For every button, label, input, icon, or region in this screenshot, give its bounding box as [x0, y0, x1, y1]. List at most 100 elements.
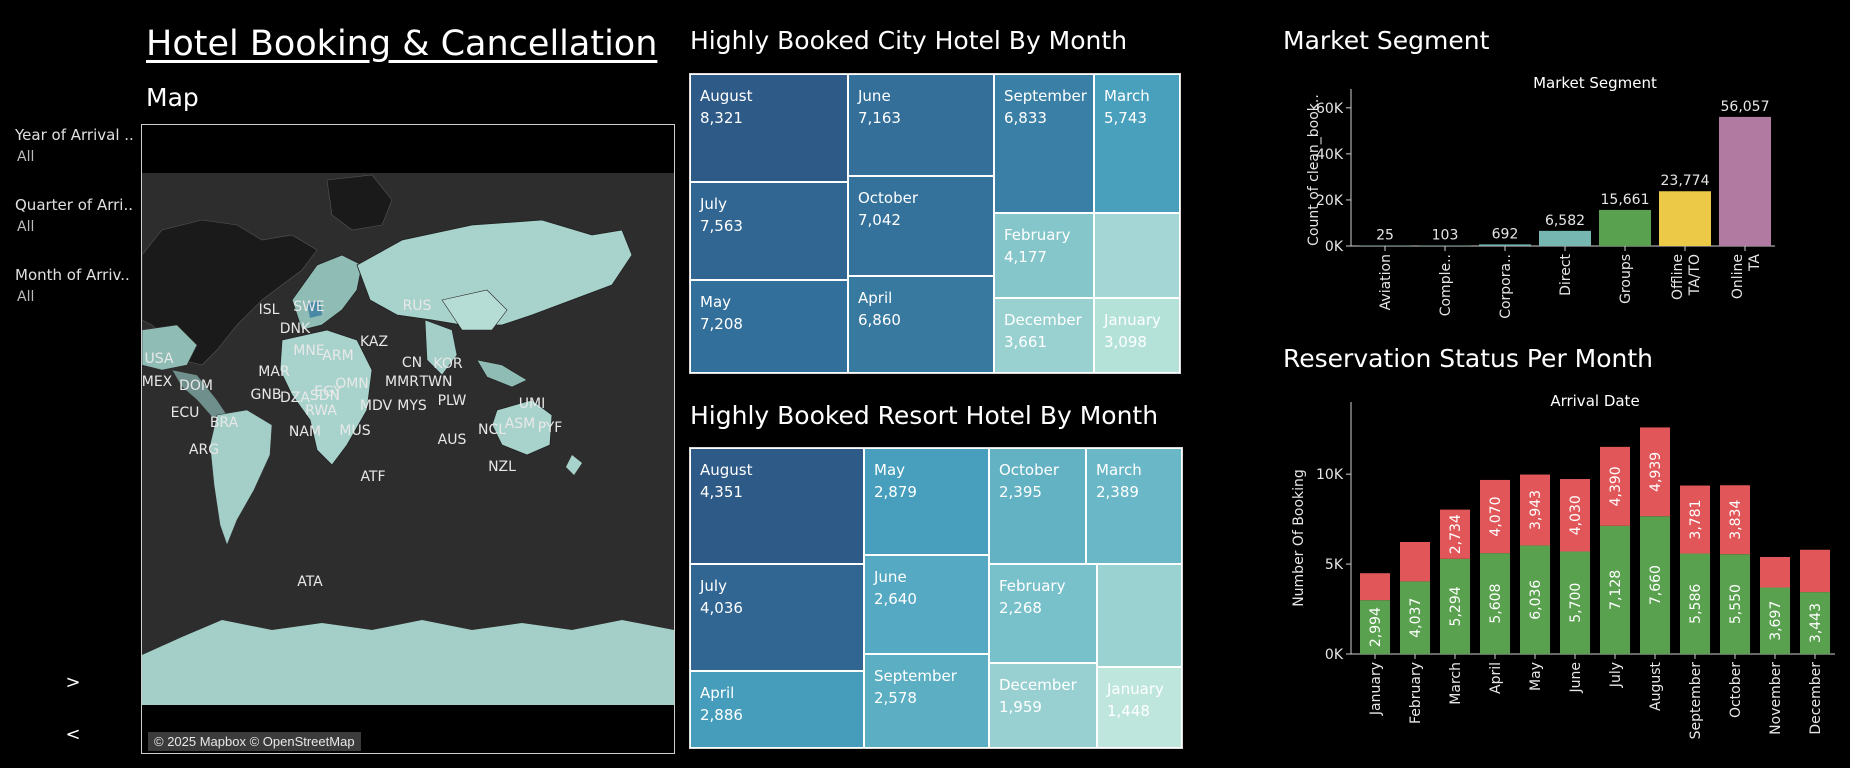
tile-value: 4,036: [700, 599, 743, 617]
treemap-tile-unlabeled[interactable]: [1097, 564, 1182, 667]
map-label-asm: ASM: [505, 416, 536, 432]
treemap-tile-june[interactable]: June 7,163: [848, 74, 994, 176]
tile-month: April: [858, 289, 893, 307]
tile-month: January: [1107, 680, 1164, 698]
treemap-tile-june[interactable]: June 2,640: [864, 555, 989, 654]
filter-month-value[interactable]: All: [17, 289, 35, 305]
reservation-bar-green-5[interactable]: [1560, 551, 1590, 654]
prev-page-button[interactable]: <: [65, 724, 81, 745]
map-label-pyf: PYF: [538, 420, 563, 436]
tile-value: 4,177: [1004, 248, 1047, 266]
market-bar-value-label: 25: [1376, 228, 1394, 244]
market-y-tick-label: 0K: [1325, 239, 1344, 255]
market-bar-0[interactable]: [1359, 245, 1411, 247]
tile-month: September: [1004, 87, 1087, 105]
treemap-tile-july[interactable]: July 4,036: [690, 564, 864, 671]
city-hotel-treemap[interactable]: August 8,321 June 7,163 September 6,833 March 5…: [689, 73, 1181, 374]
tile-month: September: [874, 667, 957, 685]
treemap-tile-september[interactable]: September 6,833: [994, 74, 1094, 213]
map-label-mys: MYS: [397, 398, 427, 414]
reservation-bar-value-label: 3,697: [1768, 601, 1784, 641]
treemap-tile-december[interactable]: December 3,661: [994, 298, 1094, 373]
australia-shape: [491, 399, 553, 456]
treemap-tile-august[interactable]: August 4,351: [690, 448, 864, 564]
reservation-bar-green-9[interactable]: [1720, 554, 1750, 654]
treemap-tile-august[interactable]: August 8,321: [690, 74, 848, 182]
reservation-bar-red-11[interactable]: [1800, 549, 1830, 593]
treemap-tile-may[interactable]: May 2,879: [864, 448, 989, 555]
market-bar-2[interactable]: [1479, 244, 1531, 246]
reservation-bar-red-9[interactable]: [1720, 485, 1750, 555]
treemap-tile-february[interactable]: February 4,177: [994, 213, 1094, 298]
market-bar-3[interactable]: [1539, 230, 1591, 246]
reservation-bar-green-11[interactable]: [1800, 592, 1830, 654]
reservation-bar-red-1[interactable]: [1400, 541, 1430, 582]
reservation-bar-red-6[interactable]: [1600, 446, 1630, 526]
market-bar-value-label: 56,057: [1721, 99, 1770, 115]
reservation-bar-green-1[interactable]: [1400, 581, 1430, 654]
market-bar-4[interactable]: [1599, 209, 1651, 246]
reservation-bar-green-4[interactable]: [1520, 545, 1550, 654]
treemap-tile-march[interactable]: March 2,389: [1086, 448, 1182, 564]
reservation-bar-red-0[interactable]: [1360, 573, 1390, 601]
reservation-bar-red-4[interactable]: [1520, 474, 1550, 546]
reservation-bar-green-3[interactable]: [1480, 553, 1510, 654]
reservation-bar-green-2[interactable]: [1440, 558, 1470, 654]
reservation-bar-green-0[interactable]: [1360, 600, 1390, 654]
reservation-bar-green-10[interactable]: [1760, 587, 1790, 654]
reservation-bar-red-8[interactable]: [1680, 485, 1710, 554]
tile-value: 1,448: [1107, 702, 1150, 720]
reservation-bar-value-label: 3,781: [1688, 499, 1704, 539]
tile-month: May: [874, 461, 906, 479]
reservation-bar-red-10[interactable]: [1760, 556, 1790, 588]
map-label-kor: KOR: [433, 356, 462, 372]
reservation-bar-green-7[interactable]: [1640, 516, 1670, 654]
reservation-bar-red-3[interactable]: [1480, 479, 1510, 554]
treemap-tile-october[interactable]: October 2,395: [989, 448, 1086, 564]
filter-quarter-value[interactable]: All: [17, 219, 35, 235]
reservation-bar-red-2[interactable]: [1440, 509, 1470, 559]
market-segment-chart[interactable]: Market Segment Count of clean_book..0K 20K…: [1283, 70, 1843, 330]
market-bar-1[interactable]: [1419, 245, 1471, 247]
map-label-mus: MUS: [339, 423, 370, 439]
market-bar-6[interactable]: [1719, 116, 1771, 246]
resort-hotel-treemap[interactable]: August 4,351 May 2,879 October 2,395 March 2,38…: [689, 447, 1183, 749]
tile-month: July: [700, 195, 727, 213]
treemap-tile-march[interactable]: March 5,743: [1094, 74, 1180, 213]
treemap-tile-january[interactable]: January 1,448: [1097, 667, 1182, 748]
tile-value: 7,563: [700, 217, 743, 235]
world-map[interactable]: ISL SWE RUS DNK USA MNE ARM KAZ MAR CN KOR MEX DOM GN…: [141, 124, 675, 754]
reservation-bar-red-5[interactable]: [1560, 479, 1590, 552]
map-label-aus: AUS: [438, 432, 467, 448]
treemap-tile-december[interactable]: December 1,959: [989, 663, 1097, 748]
market-x-tick-label-line: TA: [1747, 254, 1763, 272]
reservation-bar-red-7[interactable]: [1640, 427, 1670, 517]
tile-month: December: [1004, 311, 1082, 329]
tile-value: 3,661: [1004, 333, 1047, 351]
treemap-tile-july[interactable]: July 7,563: [690, 182, 848, 280]
reservation-bar-green-6[interactable]: [1600, 525, 1630, 654]
tile-value: 1,959: [999, 698, 1042, 716]
reservation-bar-green-8[interactable]: [1680, 553, 1710, 654]
reservation-bar-value-label: 7,660: [1648, 565, 1664, 605]
map-label-rwa: RWA: [305, 403, 337, 419]
map-label-atf: ATF: [360, 469, 385, 485]
treemap-tile-september[interactable]: September 2,578: [864, 654, 989, 748]
treemap-tile-january[interactable]: January 3,098: [1094, 298, 1180, 373]
treemap-tile-may[interactable]: May 7,208: [690, 280, 848, 373]
reservation-status-chart[interactable]: Arrival Date Number Of Booking 0K 5K 10K 2,99…: [1283, 388, 1843, 763]
tile-value: 2,640: [874, 590, 917, 608]
treemap-tile-april[interactable]: April 2,886: [690, 671, 864, 748]
next-page-button[interactable]: >: [65, 672, 81, 693]
treemap-tile-april[interactable]: April 6,860: [848, 276, 994, 373]
filter-year-value[interactable]: All: [17, 149, 35, 165]
reservation-bar-value-label: 2,734: [1448, 514, 1464, 554]
market-bar-5[interactable]: [1659, 191, 1711, 246]
reservation-x-tick-label: December: [1808, 662, 1824, 735]
treemap-tile-february[interactable]: February 2,268: [989, 564, 1097, 663]
reservation-status-title: Reservation Status Per Month: [1283, 344, 1654, 373]
tile-month: March: [1096, 461, 1142, 479]
treemap-tile-unlabeled[interactable]: [1094, 213, 1180, 298]
treemap-tile-october[interactable]: October 7,042: [848, 176, 994, 276]
